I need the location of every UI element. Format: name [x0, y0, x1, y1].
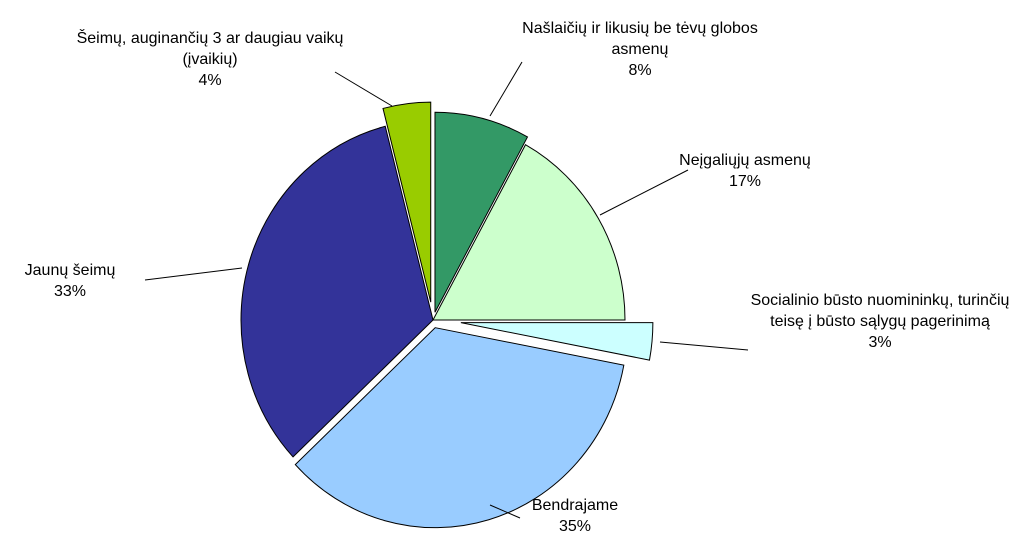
category-name: Neįgaliųjų asmenų	[679, 152, 811, 169]
leader-line	[334, 71, 393, 107]
slice-label: Šeimų, auginančių 3 ar daugiau vaikų (įv…	[75, 28, 345, 91]
percent-label: 3%	[868, 334, 892, 351]
percent-label: 4%	[198, 72, 222, 89]
percent-label: 35%	[558, 518, 592, 535]
pie-slice	[294, 327, 625, 529]
slice-label: Bendrajame 35%	[515, 495, 635, 537]
pie-slice	[382, 101, 432, 303]
percent-label: 8%	[628, 62, 652, 79]
leader-line	[144, 267, 243, 281]
pie-slice	[460, 322, 654, 361]
leader-line	[659, 341, 749, 351]
percent-label: 33%	[53, 283, 87, 300]
category-name: Šeimų, auginančių 3 ar daugiau vaikų (įv…	[76, 30, 344, 68]
pie-slice	[240, 125, 434, 458]
leader-line	[489, 504, 521, 519]
pie-slice	[434, 111, 529, 313]
slice-label: Jaunų šeimų 33%	[0, 260, 140, 302]
percent-label: 17%	[728, 173, 762, 190]
slice-label: Neįgaliųjų asmenų 17%	[645, 150, 845, 192]
slice-label: Našlaičių ir likusių be tėvų globos asme…	[520, 18, 760, 81]
slice-label: Socialinio būsto nuomininkų, turinčių te…	[740, 290, 1020, 353]
category-name: Našlaičių ir likusių be tėvų globos asme…	[522, 20, 758, 58]
category-name: Bendrajame	[531, 497, 619, 514]
pie-slice	[432, 144, 626, 321]
category-name: Socialinio būsto nuomininkų, turinčių te…	[750, 292, 1010, 330]
leader-line	[599, 169, 689, 216]
leader-line	[489, 61, 523, 117]
category-name: Jaunų šeimų	[24, 262, 116, 279]
